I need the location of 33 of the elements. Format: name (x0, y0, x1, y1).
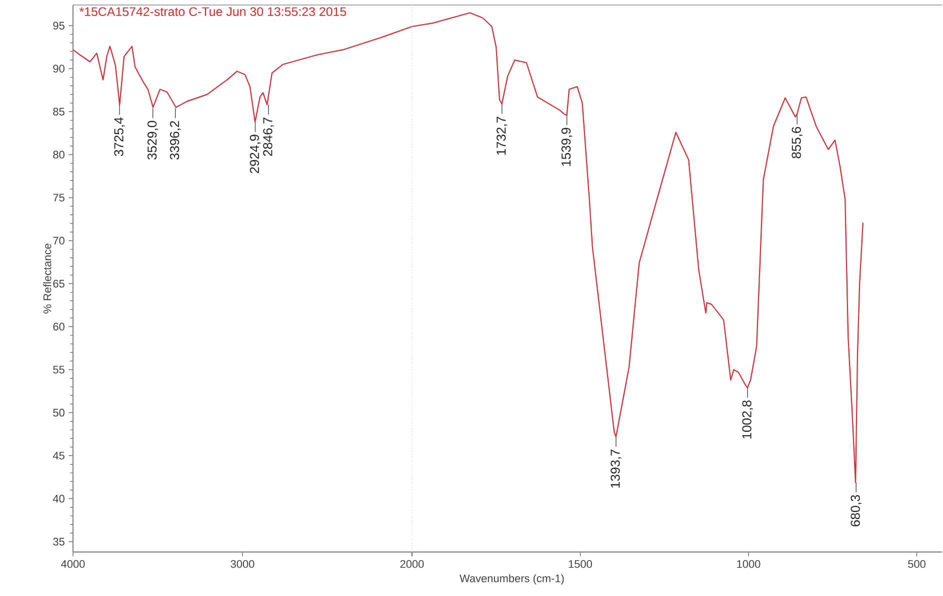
x-tick-label: 500 (908, 560, 926, 568)
x-tick-label: 3000 (230, 560, 254, 568)
x-tick-label: 4000 (61, 560, 85, 568)
annotation: 2846,7 (263, 118, 274, 156)
y-tick-label: 85 (53, 108, 64, 116)
y-tick-label: 60 (53, 322, 64, 331)
annotation: 680,3 (850, 495, 862, 526)
annotation: 1002,8 (742, 400, 753, 439)
annotation: 1732,7 (496, 116, 508, 155)
x-tick-label: 1500 (568, 560, 592, 568)
annotation: 1539,9 (561, 128, 572, 166)
y-tick-label: 40 (52, 494, 64, 503)
y-tick-label: 65 (53, 280, 64, 288)
y-axis-title: % Reflectance (43, 244, 52, 314)
chart-title: *15CA15742-strato C-Tue Jun 30 13:55:23 2015 (79, 7, 346, 16)
y-tick-label: 45 (52, 452, 64, 460)
annotation: 1393,7 (610, 450, 622, 488)
y-tick-label: 70 (53, 236, 64, 245)
y-tick-label: 90 (53, 64, 64, 73)
annotation: 3725,4 (114, 117, 125, 156)
y-tick-label: 75 (53, 194, 64, 202)
annotation: 3529,0 (147, 120, 158, 160)
y-tick-label: 35 (53, 538, 64, 546)
x-axis-title: Wavenumbers (cm-1) (460, 574, 564, 584)
x-tick-label: 1000 (737, 560, 760, 568)
x-tick-label: 2000 (400, 560, 424, 568)
y-tick-label: 95 (53, 22, 64, 30)
annotation: 2924,9 (250, 134, 261, 174)
y-tick-label: 55 (53, 366, 64, 374)
y-tick-label: 80 (53, 150, 64, 159)
annotation: 3396,2 (170, 121, 181, 160)
annotation: 855,6 (792, 126, 802, 158)
y-tick-label: 50 (53, 408, 64, 417)
